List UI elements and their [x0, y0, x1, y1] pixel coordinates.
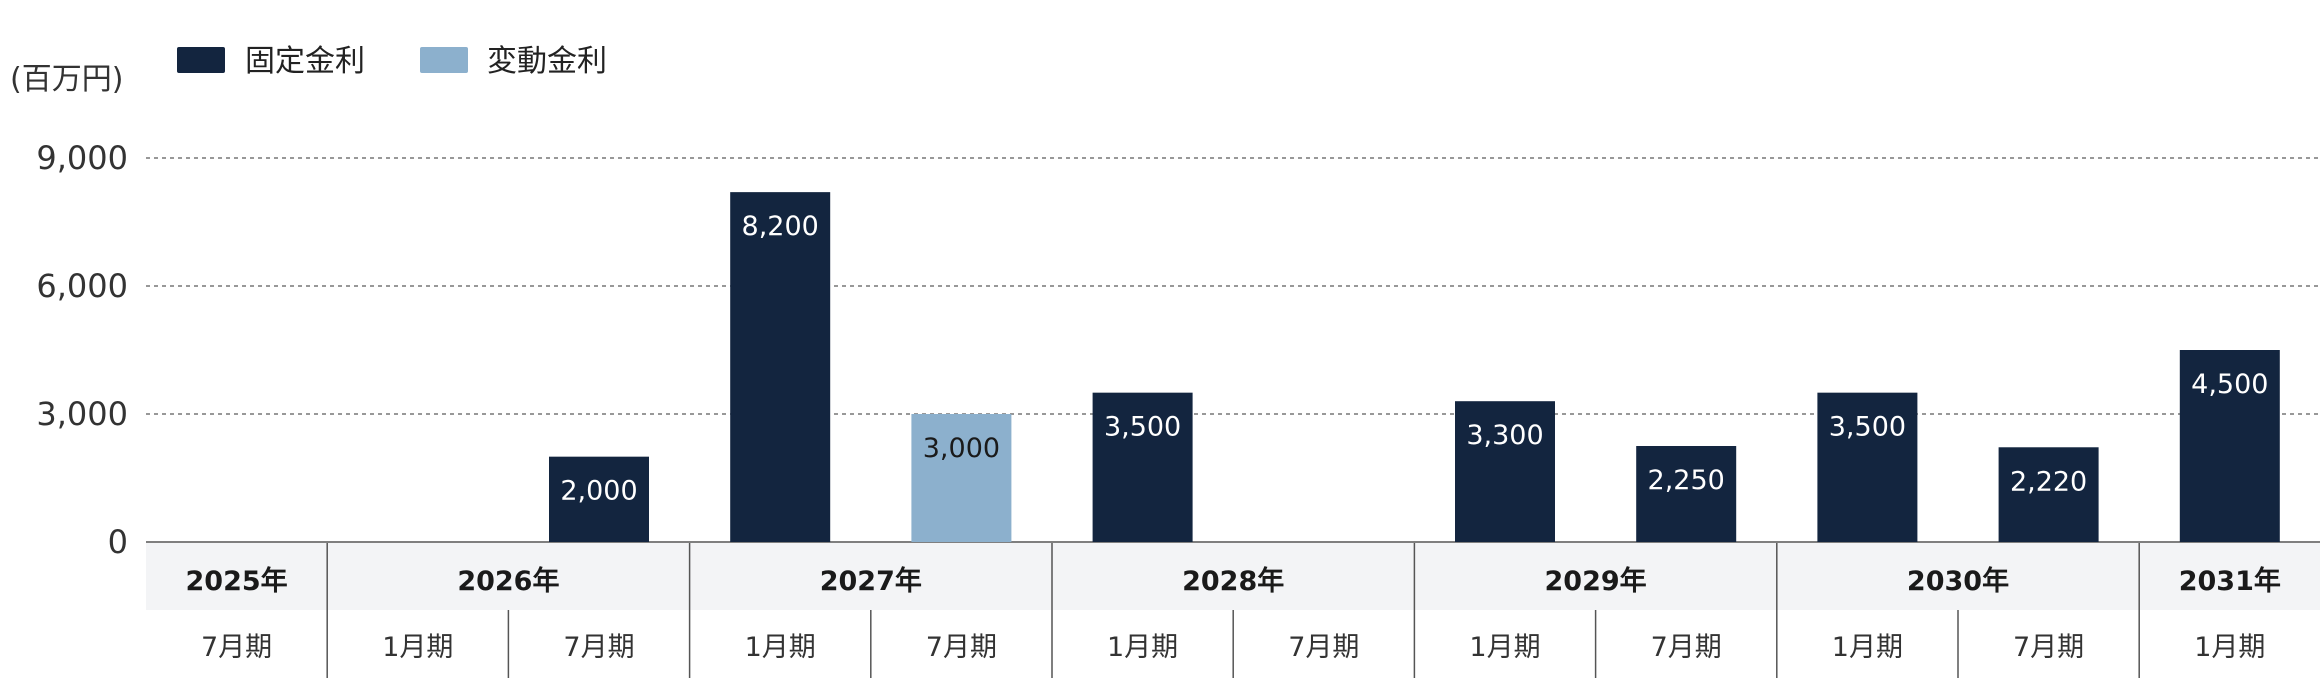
y-tick-label: 9,000 [36, 139, 128, 177]
period-label: 7月期 [563, 632, 634, 663]
bars [549, 192, 2280, 542]
bar-fixed [1092, 392, 1193, 542]
bar-fixed [1998, 447, 2099, 542]
year-label: 2026年 [457, 565, 559, 597]
year-label: 2030年 [1907, 565, 2009, 597]
legend-label-fixed: 固定金利 [245, 44, 365, 79]
bar-fixed [1817, 392, 1918, 542]
period-label: 7月期 [201, 632, 272, 663]
period-label: 1月期 [1469, 632, 1540, 663]
bar-value-label: 4,500 [2191, 369, 2268, 400]
bar-value-label: 8,200 [742, 211, 819, 242]
period-label: 7月期 [1288, 632, 1359, 663]
y-tick-label: 6,000 [36, 267, 128, 305]
legend-swatch-fixed [177, 47, 225, 73]
bar-fixed [549, 456, 649, 542]
bar-value-label: 3,500 [1829, 412, 1906, 443]
period-label: 1月期 [382, 632, 453, 663]
year-label: 2028年 [1182, 565, 1284, 597]
year-label: 2027年 [820, 565, 922, 597]
bar-fixed [1636, 446, 1737, 542]
unit-label: (百万円) [10, 62, 123, 97]
bar-labels: 2,000 8,200 3,000 3,500 3,300 2,250 3,500 2,220… [560, 211, 2268, 507]
period-label: 1月期 [2194, 632, 2265, 663]
y-axis-ticks: 0 3,000 6,000 9,000 [36, 139, 128, 561]
year-row-background [146, 543, 2320, 610]
grid [146, 157, 2320, 415]
legend-label-floating: 変動金利 [487, 44, 607, 79]
bar-value-label: 2,220 [2010, 466, 2087, 497]
bar-floating [911, 414, 1012, 542]
legend: 固定金利 変動金利 [177, 44, 607, 79]
category-header: 2025年 2026年 2027年 2028年 2029年 2030年 2031年 7月期 1月… [146, 541, 2320, 678]
period-label: 7月期 [926, 632, 997, 663]
year-label: 2029年 [1545, 565, 1647, 597]
bar-value-label: 2,000 [560, 476, 637, 507]
legend-swatch-floating [420, 47, 468, 73]
period-label: 1月期 [1107, 632, 1178, 663]
bar-value-label: 3,500 [1104, 412, 1181, 443]
period-label: 1月期 [1832, 632, 1903, 663]
y-tick-label: 3,000 [36, 395, 128, 433]
bar-value-label: 3,000 [923, 433, 1000, 464]
period-label: 7月期 [2013, 632, 2084, 663]
period-label: 7月期 [1651, 632, 1722, 663]
bar-fixed [2179, 350, 2280, 542]
year-label: 2025年 [186, 565, 288, 597]
bar-fixed [730, 192, 831, 542]
year-label: 2031年 [2179, 565, 2281, 597]
period-label: 1月期 [745, 632, 816, 663]
bar-value-label: 3,300 [1466, 420, 1543, 451]
bar-value-label: 2,250 [1648, 465, 1725, 496]
y-tick-label: 0 [108, 523, 128, 561]
bar-fixed [1455, 401, 1555, 542]
